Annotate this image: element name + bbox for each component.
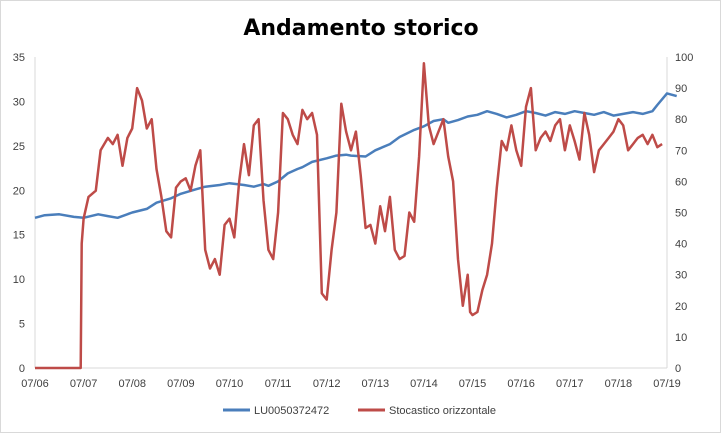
y-tick-left-label: 20 [13, 185, 25, 197]
x-tick-label: 07/12 [313, 378, 341, 390]
legend-label: Stocastico orizzontale [389, 405, 496, 417]
y-tick-right-label: 10 [675, 332, 687, 344]
y-tick-left-label: 10 [13, 274, 25, 286]
y-tick-left-label: 30 [13, 96, 25, 108]
x-tick-label: 07/09 [167, 378, 195, 390]
y-tick-left-label: 25 [13, 141, 25, 153]
y-tick-right-label: 100 [675, 52, 693, 64]
x-tick-label: 07/11 [265, 378, 292, 390]
y-tick-right-label: 70 [675, 145, 687, 157]
y-tick-right-label: 30 [675, 270, 687, 282]
y-tick-right-label: 20 [675, 301, 687, 313]
x-tick-label: 07/10 [216, 378, 244, 390]
y-tick-left-label: 15 [13, 230, 25, 242]
axes: 0 5 10 15 20 25 30 35 0 10 20 30 40 50 60 70 80 90 100 07/0… [13, 52, 694, 390]
legend: LU0050372472 Stocastico orizzontale [223, 405, 496, 417]
x-tick-label: 07/15 [459, 378, 487, 390]
y-tick-left-label: 35 [13, 52, 25, 64]
y-tick-left-label: 0 [19, 363, 25, 375]
x-tick-label: 07/18 [605, 378, 633, 390]
series-line [35, 61, 663, 370]
x-tick-label: 07/16 [507, 378, 535, 390]
y-tick-right-label: 90 [675, 83, 687, 95]
series-layer [34, 61, 678, 370]
y-tick-right-label: 40 [675, 239, 687, 251]
y-tick-left-label: 5 [19, 319, 25, 331]
chart-title: Andamento storico [243, 16, 478, 41]
x-tick-label: 07/13 [362, 378, 390, 390]
y-tick-right-label: 0 [675, 363, 681, 375]
x-tick-label: 07/06 [21, 378, 49, 390]
x-tick-label: 07/19 [653, 378, 681, 390]
y-tick-right-label: 50 [675, 208, 687, 220]
y-tick-right-label: 60 [675, 176, 687, 188]
x-tick-label: 07/14 [410, 378, 438, 390]
x-tick-label: 07/08 [118, 378, 146, 390]
y-tick-right-label: 80 [675, 114, 687, 126]
x-tick-label: 07/17 [556, 378, 584, 390]
x-tick-label: 07/07 [70, 378, 98, 390]
legend-label: LU0050372472 [254, 405, 329, 417]
